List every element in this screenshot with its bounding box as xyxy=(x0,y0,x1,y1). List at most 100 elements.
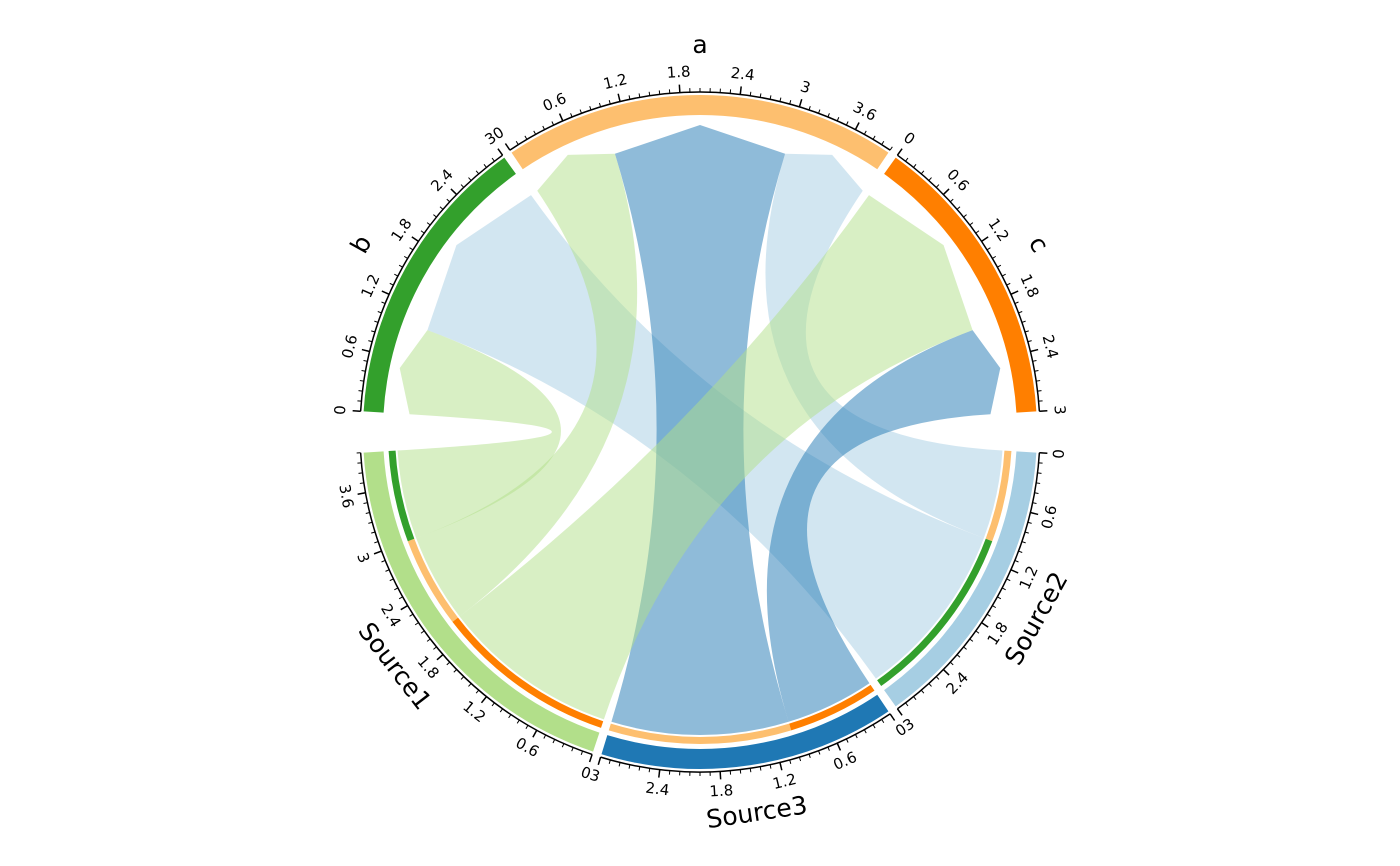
minor-tick xyxy=(359,380,364,382)
minor-tick xyxy=(552,739,556,744)
major-tick xyxy=(981,236,989,243)
tick-label: 1.8 xyxy=(666,62,691,81)
tick-label: 1.2 xyxy=(602,70,629,93)
tick-label: 0.6 xyxy=(338,333,361,360)
minor-tick xyxy=(935,676,940,680)
minor-tick xyxy=(398,596,403,600)
minor-tick xyxy=(845,121,849,126)
link xyxy=(397,330,561,539)
link-band xyxy=(452,617,604,728)
minor-tick xyxy=(845,738,849,743)
minor-tick xyxy=(827,113,830,118)
minor-tick xyxy=(628,95,631,100)
minor-tick xyxy=(905,702,909,707)
minor-tick xyxy=(368,521,373,524)
minor-tick xyxy=(561,743,565,748)
minor-tick xyxy=(648,768,651,773)
minor-tick xyxy=(798,756,802,762)
links xyxy=(397,125,1003,736)
minor-tick xyxy=(1014,301,1019,304)
minor-tick xyxy=(381,301,386,304)
link xyxy=(416,153,638,617)
minor-tick xyxy=(389,578,394,582)
minor-tick xyxy=(524,135,528,140)
tick-label: 3 xyxy=(353,550,373,565)
axis-line xyxy=(359,452,593,756)
minor-tick xyxy=(618,762,621,767)
tick-label: 1.8 xyxy=(709,781,734,800)
minor-tick xyxy=(499,708,503,713)
minor-tick xyxy=(889,146,893,151)
minor-tick xyxy=(420,230,425,234)
link xyxy=(459,195,973,720)
minor-tick xyxy=(579,109,582,114)
minor-tick xyxy=(997,596,1002,600)
minor-tick xyxy=(913,696,917,701)
major-tick xyxy=(381,290,390,295)
minor-tick xyxy=(779,97,782,102)
link-band xyxy=(985,450,1012,542)
sector-name: b xyxy=(345,230,378,258)
tick-label: 1.2 xyxy=(459,697,489,726)
minor-tick xyxy=(1036,380,1041,382)
minor-tick xyxy=(1032,502,1037,505)
major-tick xyxy=(504,143,511,151)
minor-tick xyxy=(533,130,537,135)
minor-tick xyxy=(638,766,641,771)
minor-tick xyxy=(638,93,641,98)
major-tick xyxy=(617,93,621,102)
minor-tick xyxy=(439,206,444,210)
minor-tick xyxy=(453,669,458,673)
tick-label: 0 xyxy=(900,128,918,148)
minor-tick xyxy=(363,502,368,505)
minor-tick xyxy=(389,282,394,286)
minor-tick xyxy=(818,750,821,755)
tick-label: 0.6 xyxy=(513,734,543,761)
minor-tick xyxy=(543,734,547,739)
minor-tick xyxy=(525,725,529,729)
tick-label: 3.6 xyxy=(335,483,357,510)
minor-tick xyxy=(769,764,772,769)
minor-tick xyxy=(426,638,431,642)
major-tick xyxy=(497,148,504,156)
major-tick xyxy=(532,729,538,738)
minor-tick xyxy=(1001,587,1006,591)
minor-tick xyxy=(491,157,495,162)
minor-tick xyxy=(363,359,368,362)
minor-tick xyxy=(949,198,954,203)
tick-label: 1.2 xyxy=(771,770,798,793)
minor-tick xyxy=(377,311,382,314)
minor-tick xyxy=(986,247,991,251)
minor-tick xyxy=(1032,359,1037,362)
minor-tick xyxy=(1036,482,1041,484)
link-band xyxy=(877,538,993,686)
minor-tick xyxy=(975,630,980,634)
minor-tick xyxy=(1027,521,1032,524)
minor-tick xyxy=(949,661,954,666)
minor-tick xyxy=(1006,578,1011,582)
minor-tick xyxy=(475,689,480,694)
major-tick xyxy=(779,762,783,771)
tick-label: 2.4 xyxy=(645,779,671,800)
major-tick xyxy=(836,742,842,751)
minor-tick xyxy=(1027,340,1032,343)
major-tick xyxy=(1010,569,1019,574)
tick-label: 0.6 xyxy=(1038,503,1061,530)
major-tick xyxy=(896,708,903,716)
major-tick xyxy=(411,236,419,243)
minor-tick xyxy=(769,95,772,100)
minor-tick xyxy=(872,135,876,140)
minor-tick xyxy=(608,759,611,764)
minor-tick xyxy=(374,320,379,323)
tick-label: 3 xyxy=(1051,405,1070,416)
link-band xyxy=(789,684,875,731)
minor-tick xyxy=(570,113,573,118)
minor-tick xyxy=(913,163,917,168)
minor-tick xyxy=(460,676,465,680)
sector-arc xyxy=(601,694,889,769)
link-band xyxy=(608,723,792,745)
minor-tick xyxy=(905,157,909,162)
minor-tick xyxy=(1034,370,1039,372)
